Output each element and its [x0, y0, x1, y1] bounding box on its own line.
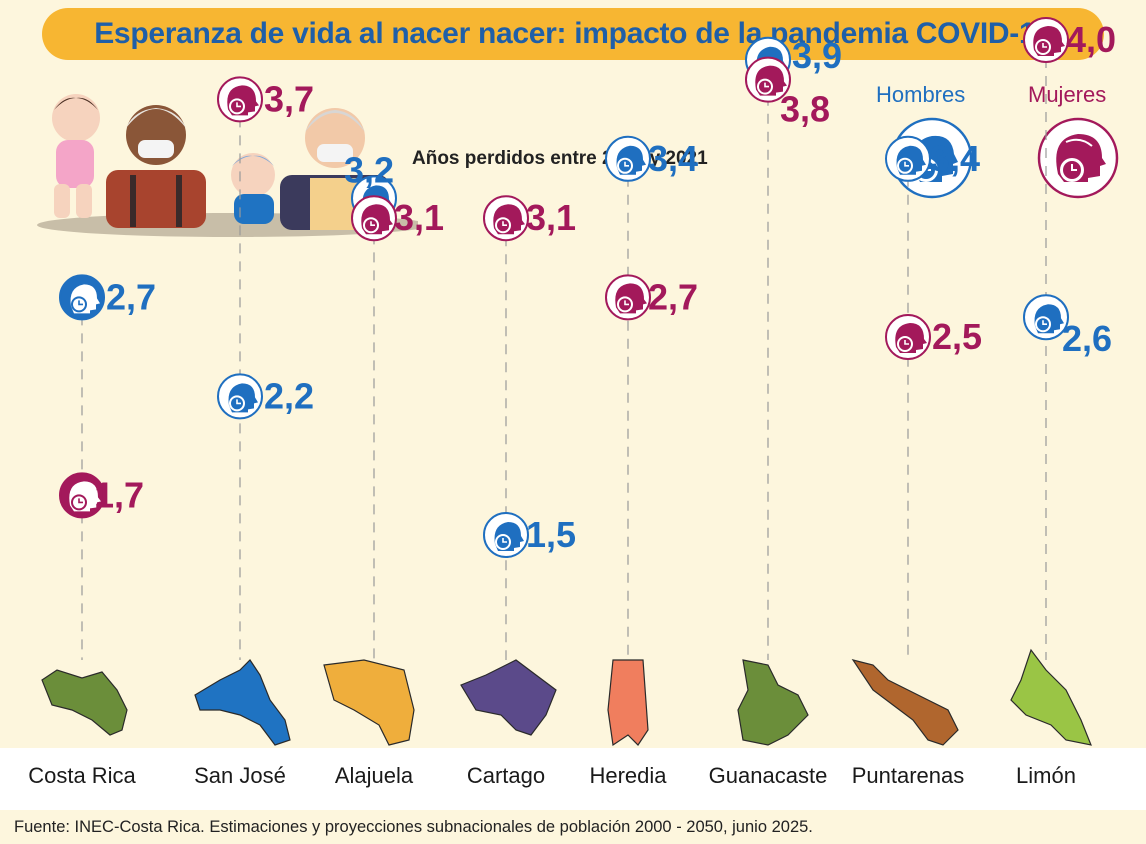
mujeres-value-6: 3,8 [780, 89, 830, 130]
map-6 [737, 659, 809, 746]
category-label-6: Guanacaste [708, 763, 828, 788]
hombres-marker-5 [605, 135, 651, 182]
mujeres-value-4: 3,1 [526, 197, 576, 238]
mujeres-marker-4 [483, 195, 529, 242]
map-4 [460, 659, 557, 736]
source-note: Fuente: INEC-Costa Rica. Estimaciones y … [14, 818, 813, 836]
category-label-4: Cartago [466, 763, 546, 788]
hombres-marker-4 [483, 512, 529, 558]
mujeres-value-3: 3,1 [394, 197, 444, 238]
hombres-value-7: 3,4 [930, 138, 980, 179]
hombres-value-8: 2,6 [1062, 318, 1112, 359]
mujeres-marker-2 [217, 76, 263, 123]
title-banner: Esperanza de vida al nacer nacer: impact… [42, 8, 1104, 60]
mujeres-value-8: 4,0 [1066, 19, 1116, 60]
hombres-value-5: 3,4 [648, 138, 698, 179]
mujeres-marker-3 [351, 195, 397, 242]
hombres-value-3: 3,2 [344, 149, 394, 190]
map-7 [851, 659, 959, 746]
category-label-7: Puntarenas [851, 763, 965, 788]
woman-head-clock-icon [1037, 117, 1119, 199]
map-2 [194, 659, 291, 746]
hombres-value-1: 2,7 [106, 276, 156, 317]
map-8 [1010, 648, 1092, 746]
category-label-8: Limón [1016, 763, 1076, 788]
mujeres-value-5: 2,7 [648, 276, 698, 317]
hombres-value-2: 2,2 [264, 375, 314, 416]
mujeres-marker-5 [605, 274, 651, 321]
map-3 [323, 659, 415, 746]
map-1 [41, 669, 128, 736]
chart-title: Esperanza de vida al nacer nacer: impact… [94, 17, 1052, 50]
category-label-5: Heredia [589, 763, 667, 788]
legend-mujeres-label: Mujeres [1028, 82, 1107, 107]
hombres-marker-8 [1023, 294, 1069, 341]
category-band [0, 748, 1146, 810]
mujeres-marker-1 [59, 472, 105, 519]
category-label-3: Alajuela [334, 763, 414, 788]
map-5 [607, 659, 649, 747]
hombres-value-4: 1,5 [526, 514, 576, 555]
hombres-value-6: 3,9 [792, 35, 842, 76]
mujeres-value-7: 2,5 [932, 316, 982, 357]
mujeres-marker-6 [745, 56, 791, 103]
hombres-marker-1 [59, 274, 105, 321]
category-label-1: Costa Rica [28, 763, 136, 788]
mujeres-value-1: 1,7 [94, 474, 144, 515]
mujeres-marker-7 [885, 314, 931, 360]
hombres-marker-7 [885, 135, 931, 182]
hombres-marker-2 [217, 373, 263, 420]
legend-hombres-label: Hombres [876, 82, 966, 107]
mujeres-value-2: 3,7 [264, 78, 314, 119]
category-label-2: San José [194, 763, 286, 788]
mujeres-marker-8 [1023, 17, 1069, 63]
